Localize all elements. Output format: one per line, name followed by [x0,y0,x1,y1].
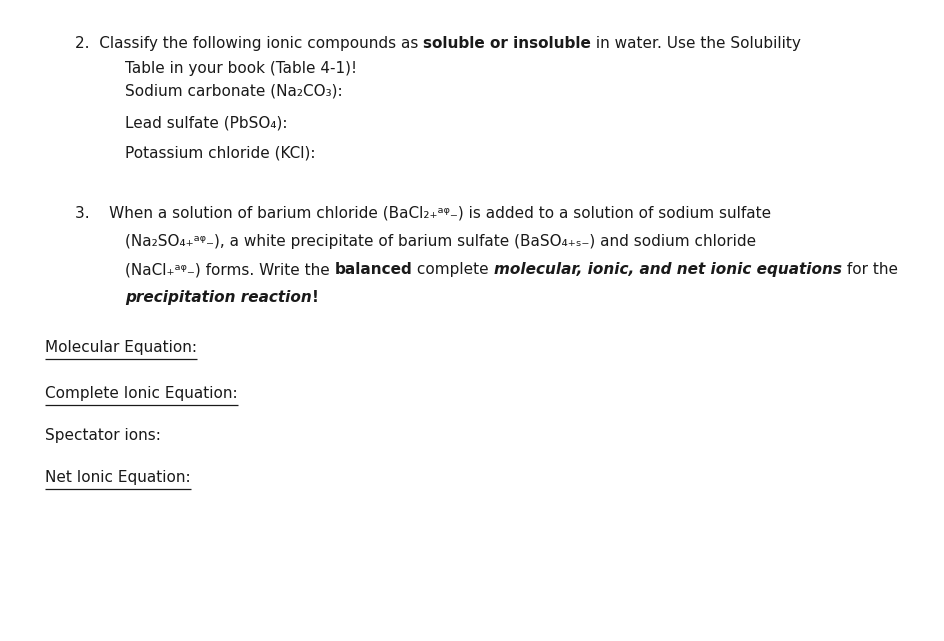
Text: Net Ionic Equation:: Net Ionic Equation: [45,470,191,485]
Text: Molecular Equation:: Molecular Equation: [45,340,197,355]
Text: soluble or insoluble: soluble or insoluble [423,36,591,51]
Text: precipitation reaction: precipitation reaction [125,290,312,305]
Text: (NaCl₊ᵃᵠ₋) forms. Write the: (NaCl₊ᵃᵠ₋) forms. Write the [125,262,334,277]
Text: in water. Use the Solubility: in water. Use the Solubility [591,36,801,51]
Text: Table in your book (Table 4-1)!: Table in your book (Table 4-1)! [125,61,357,76]
Text: 3.    When a solution of barium chloride (BaCl₂₊ᵃᵠ₋) is added to a solution of s: 3. When a solution of barium chloride (B… [75,206,771,221]
Text: Complete Ionic Equation:: Complete Ionic Equation: [45,386,238,401]
Text: Sodium carbonate (Na₂CO₃):: Sodium carbonate (Na₂CO₃): [125,83,343,98]
Text: Spectator ions:: Spectator ions: [45,428,160,443]
Text: molecular, ionic, and net ionic equations: molecular, ionic, and net ionic equation… [494,262,842,277]
Text: for the: for the [842,262,898,277]
Text: balanced: balanced [334,262,413,277]
Text: 2.  Classify the following ionic compounds as: 2. Classify the following ionic compound… [75,36,423,51]
Text: !: ! [312,290,319,305]
Text: Potassium chloride (KCl):: Potassium chloride (KCl): [125,145,315,160]
Text: complete: complete [413,262,494,277]
Text: Lead sulfate (PbSO₄):: Lead sulfate (PbSO₄): [125,115,288,130]
Text: (Na₂SO₄₊ᵃᵠ₋), a white precipitate of barium sulfate (BaSO₄₊ₛ₋) and sodium chlori: (Na₂SO₄₊ᵃᵠ₋), a white precipitate of bar… [125,234,756,249]
